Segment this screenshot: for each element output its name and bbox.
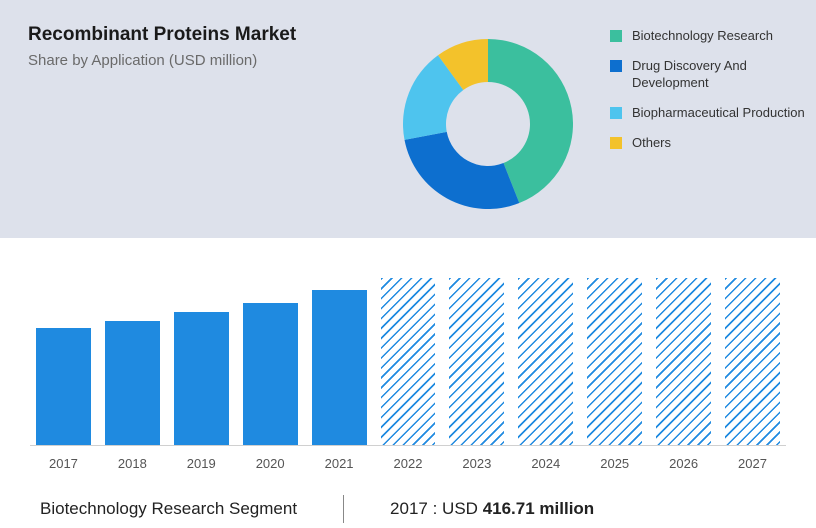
chart-title: Recombinant Proteins Market <box>28 24 378 46</box>
x-tick-label: 2022 <box>381 456 436 471</box>
bar-column <box>725 278 780 445</box>
legend-label: Biotechnology Research <box>632 28 773 44</box>
segment-value: 2017 : USD 416.71 million <box>390 499 594 519</box>
bar-column <box>587 278 642 445</box>
bar-forecast <box>518 278 573 445</box>
bar-column <box>243 303 298 445</box>
bar-actual <box>243 303 298 445</box>
chart-subtitle: Share by Application (USD million) <box>28 52 378 69</box>
bar-actual <box>36 328 91 445</box>
top-panel: Recombinant Proteins Market Share by App… <box>0 0 816 238</box>
title-block: Recombinant Proteins Market Share by App… <box>28 24 378 228</box>
legend-item: Biotechnology Research <box>610 28 806 44</box>
x-tick-label: 2027 <box>725 456 780 471</box>
bar-panel: 2017 2018 2019 2020 2021 2022 2023 2024 2025 2026… <box>0 238 816 471</box>
x-tick-label: 2024 <box>518 456 573 471</box>
bar-forecast <box>449 278 504 445</box>
bar-chart <box>30 256 786 446</box>
bar-column <box>312 290 367 445</box>
legend-label: Others <box>632 135 671 151</box>
x-tick-label: 2017 <box>36 456 91 471</box>
bar-column <box>36 328 91 445</box>
bar-column <box>381 278 436 445</box>
donut-chart <box>378 24 598 228</box>
legend-swatch <box>610 107 622 119</box>
legend-item: Drug Discovery And Development <box>610 58 806 91</box>
x-tick-label: 2020 <box>243 456 298 471</box>
bar-actual <box>312 290 367 445</box>
bar-column <box>105 321 160 445</box>
legend-swatch <box>610 137 622 149</box>
bar-actual <box>105 321 160 445</box>
bar-forecast <box>656 278 711 445</box>
bar-actual <box>174 312 229 445</box>
bar-forecast <box>381 278 436 445</box>
bar-column <box>449 278 504 445</box>
donut-legend: Biotechnology Research Drug Discovery And… <box>598 24 806 228</box>
legend-swatch <box>610 30 622 42</box>
footer: Biotechnology Research Segment 2017 : US… <box>0 471 816 523</box>
x-tick-label: 2019 <box>174 456 229 471</box>
segment-label: Biotechnology Research Segment <box>40 499 297 519</box>
bar-forecast <box>725 278 780 445</box>
bar-column <box>174 312 229 445</box>
x-tick-label: 2018 <box>105 456 160 471</box>
legend-item: Others <box>610 135 806 151</box>
x-tick-label: 2025 <box>587 456 642 471</box>
footer-divider <box>343 495 344 523</box>
x-tick-label: 2021 <box>312 456 367 471</box>
donut-slice <box>405 132 520 209</box>
bar-column <box>656 278 711 445</box>
legend-label: Biopharmaceutical Production <box>632 105 805 121</box>
legend-item: Biopharmaceutical Production <box>610 105 806 121</box>
x-tick-label: 2026 <box>656 456 711 471</box>
bar-column <box>518 278 573 445</box>
bar-x-axis: 2017 2018 2019 2020 2021 2022 2023 2024 2025 2026… <box>30 446 786 471</box>
legend-swatch <box>610 60 622 72</box>
bar-forecast <box>587 278 642 445</box>
x-tick-label: 2023 <box>449 456 504 471</box>
legend-label: Drug Discovery And Development <box>632 58 806 91</box>
